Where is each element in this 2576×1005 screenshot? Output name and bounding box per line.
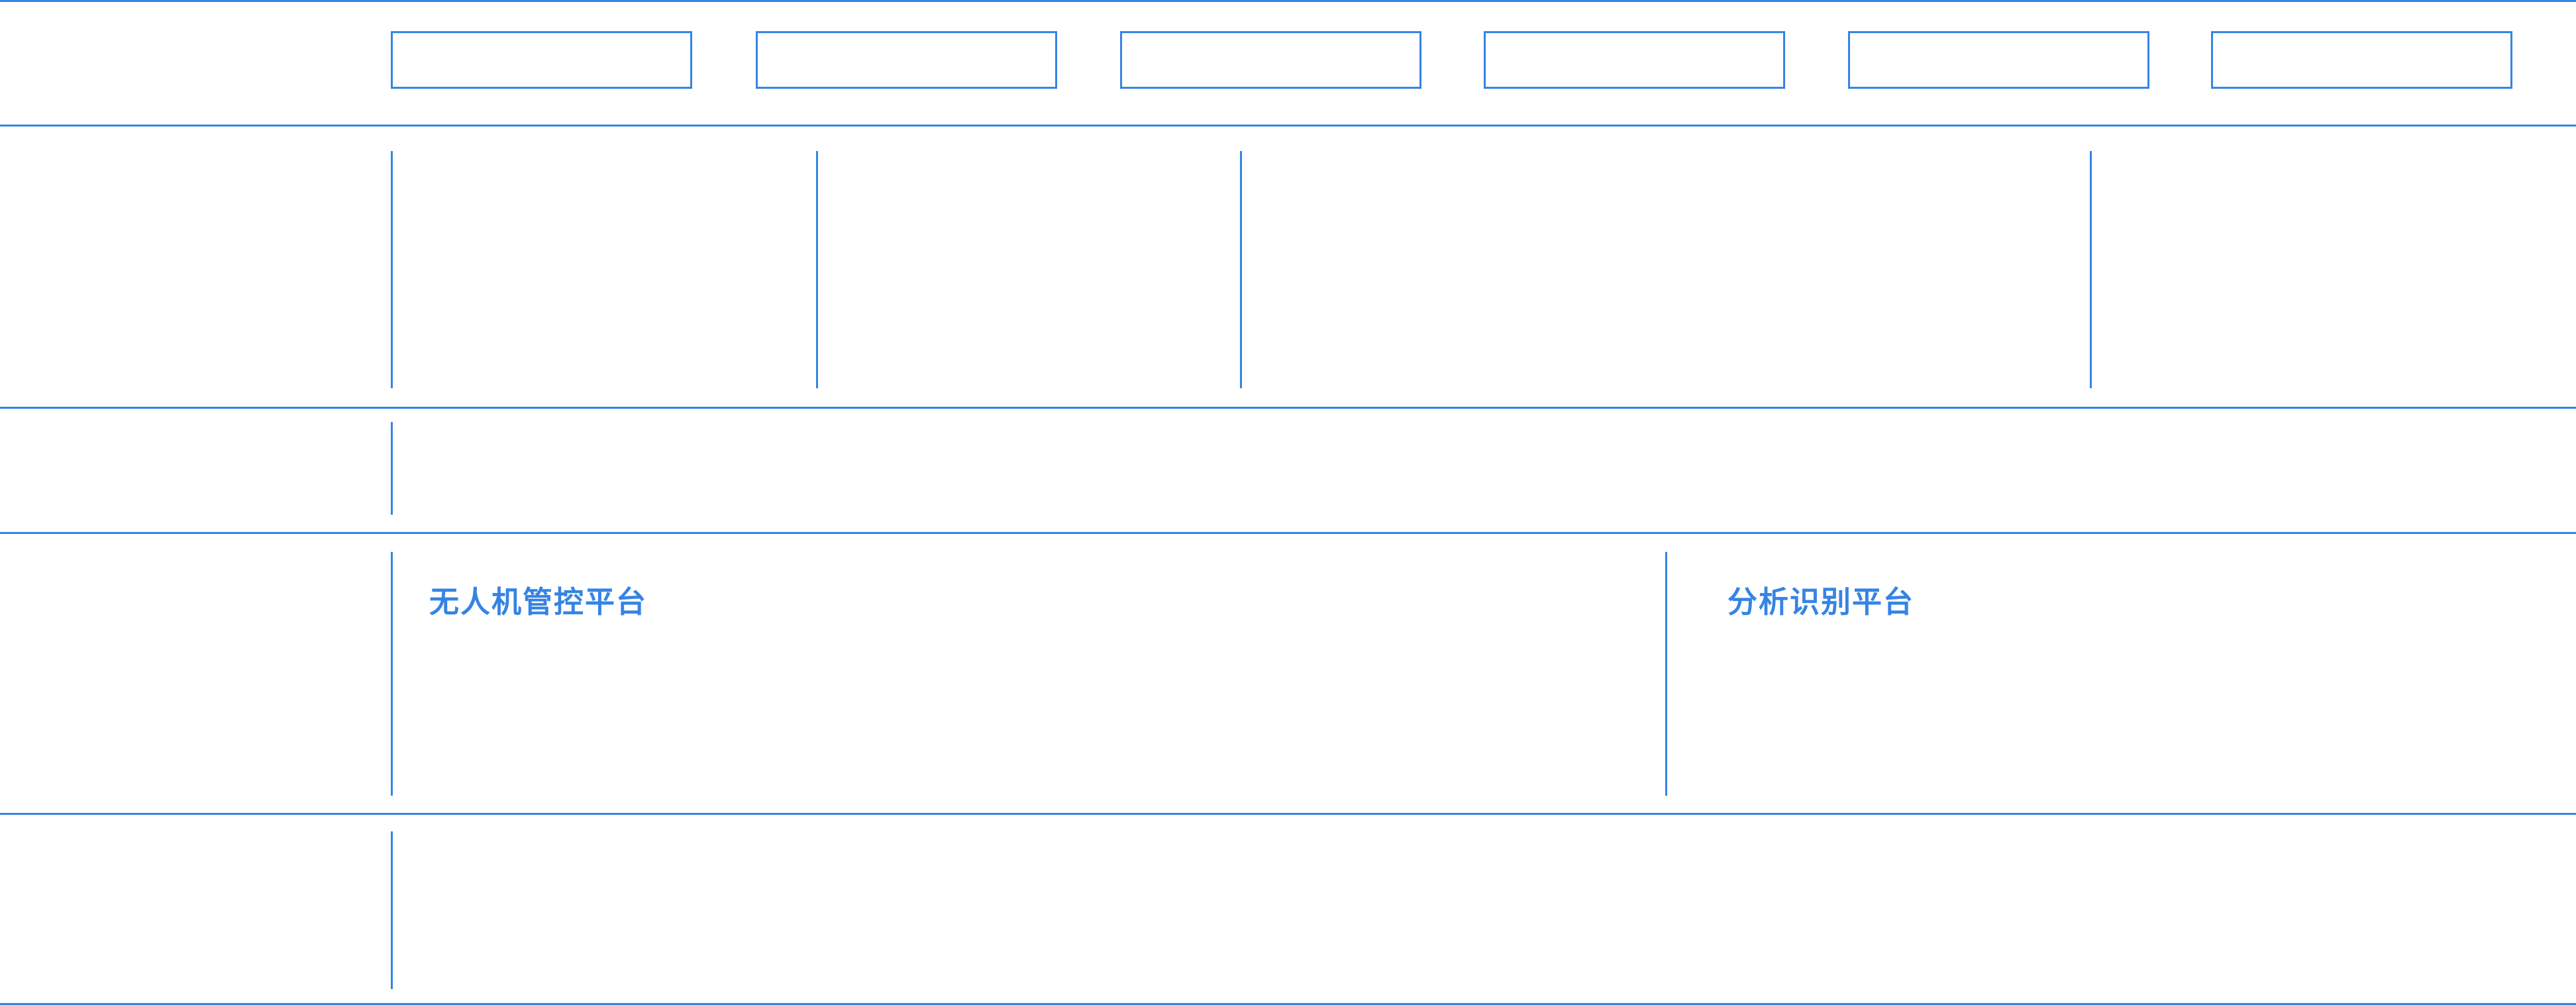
divider-top <box>0 0 2576 2</box>
header-box-5 <box>1848 31 2149 89</box>
divider-bottom <box>0 1003 2576 1005</box>
header-box-6 <box>2211 31 2512 89</box>
row3-separator <box>391 422 393 515</box>
drone-control-platform-label: 无人机管控平台 <box>429 584 648 619</box>
divider-row-4 <box>0 813 2576 815</box>
divider-row-2 <box>0 407 2576 409</box>
row2-separator-2 <box>816 151 818 388</box>
divider-row-1 <box>0 125 2576 127</box>
header-box-4 <box>1484 31 1785 89</box>
divider-row-3 <box>0 532 2576 534</box>
row2-separator-3 <box>1240 151 1242 388</box>
row2-separator-4 <box>2090 151 2092 388</box>
analysis-recognition-platform-label: 分析识别平台 <box>1727 584 1915 619</box>
row5-separator <box>391 831 393 989</box>
row4-separator-2 <box>1665 552 1667 796</box>
header-box-1 <box>391 31 692 89</box>
header-box-3 <box>1120 31 1421 89</box>
row4-separator-1 <box>391 552 393 796</box>
header-box-2 <box>756 31 1057 89</box>
row2-separator-1 <box>391 151 393 388</box>
